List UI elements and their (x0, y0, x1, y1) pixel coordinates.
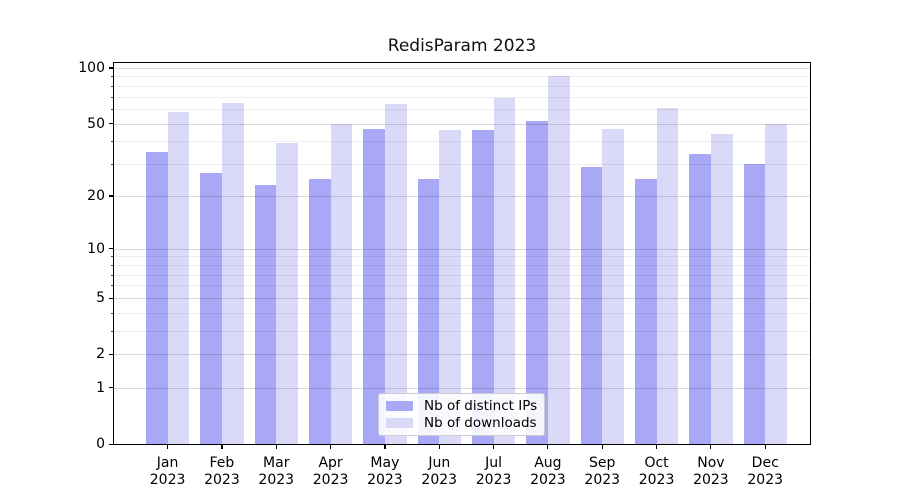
x-tick-label-aug: Aug 2023 (530, 455, 566, 488)
gridline-minor (114, 109, 810, 111)
y-minor-tick-6 (110, 285, 113, 287)
y-minor-tick-4 (110, 312, 113, 314)
x-tick-label-oct: Oct 2023 (638, 455, 675, 488)
y-minor-tick-60 (110, 109, 113, 111)
bar-distinct-ips-may (363, 128, 385, 444)
x-tick-label-nov: Nov 2023 (693, 455, 729, 488)
bar-downloads-dec (765, 123, 787, 444)
y-minor-tick-7 (110, 274, 113, 276)
x-tick-label-feb: Feb 2023 (204, 455, 240, 488)
y-tick-label-100: 100 (78, 59, 105, 76)
bar-distinct-ips-apr (308, 178, 331, 444)
bar-downloads-jan (167, 111, 190, 444)
y-minor-tick-30 (110, 164, 113, 166)
gridline-50 (114, 123, 810, 125)
x-tick-label-mar: Mar 2023 (258, 455, 295, 488)
x-tick-apr (329, 445, 332, 449)
bar-downloads-jul (493, 97, 516, 444)
bar-distinct-ips-mar (254, 185, 277, 444)
y-tick-0 (109, 443, 113, 445)
legend-entry-distinct-ips: Nb of distinct IPs (386, 399, 538, 413)
bar-distinct-ips-jul (471, 130, 494, 444)
gridline-minor (114, 96, 810, 98)
y-tick-label-10: 10 (87, 240, 105, 257)
bar-distinct-ips-jan (145, 152, 168, 444)
x-tick-oct (655, 445, 658, 449)
x-tick-label-jul: Jul 2023 (475, 455, 512, 488)
x-tick-nov (710, 445, 712, 449)
x-tick-label-jan: Jan 2023 (149, 455, 186, 488)
gridline-minor (114, 76, 810, 78)
gridline-100 (114, 67, 810, 69)
x-tick-sep (601, 445, 603, 449)
x-tick-jan (167, 445, 169, 449)
bar-downloads-mar (276, 143, 298, 444)
x-tick-jul (492, 445, 495, 449)
bar-distinct-ips-oct (634, 178, 657, 444)
legend: Nb of distinct IPs Nb of downloads (378, 393, 545, 436)
x-tick-aug (547, 445, 549, 449)
y-minor-tick-70 (110, 96, 113, 98)
y-tick-1 (109, 387, 113, 389)
y-tick-100 (109, 67, 113, 69)
legend-swatch-distinct-ips (386, 400, 413, 412)
y-tick-10 (109, 248, 113, 250)
y-minor-tick-9 (110, 256, 113, 258)
chart-title: RedisParam 2023 (387, 36, 537, 56)
bar-distinct-ips-dec (743, 164, 766, 444)
bar-downloads-jun (439, 130, 461, 444)
y-tick-label-0: 0 (96, 436, 105, 452)
x-tick-label-sep: Sep 2023 (584, 455, 621, 488)
x-tick-dec (764, 445, 766, 449)
plot-area (113, 62, 811, 445)
y-minor-tick-90 (110, 76, 113, 78)
bar-distinct-ips-jun (417, 178, 440, 444)
x-tick-feb (221, 445, 223, 449)
legend-swatch-downloads (386, 417, 413, 429)
y-tick-label-50: 50 (87, 115, 105, 132)
bar-distinct-ips-nov (689, 154, 711, 444)
x-tick-label-dec: Dec 2023 (747, 455, 784, 488)
x-tick-label-apr: Apr 2023 (312, 455, 349, 488)
y-tick-20 (109, 195, 113, 197)
y-minor-tick-8 (110, 264, 113, 266)
bar-downloads-aug (547, 76, 570, 444)
bar-distinct-ips-feb (200, 172, 222, 444)
bar-distinct-ips-aug (526, 120, 548, 444)
y-tick-50 (109, 123, 113, 125)
bar-downloads-sep (602, 128, 624, 444)
gridline-minor (114, 141, 810, 143)
y-tick-2 (109, 353, 113, 356)
bar-downloads-nov (710, 133, 733, 444)
x-tick-mar (275, 445, 277, 449)
x-tick-may (384, 445, 386, 449)
y-minor-tick-40 (110, 141, 113, 143)
bar-downloads-apr (330, 123, 353, 444)
legend-label-downloads: Nb of downloads (424, 415, 537, 431)
y-tick-label-2: 2 (96, 346, 105, 363)
y-tick-label-20: 20 (87, 187, 105, 204)
bar-downloads-may (384, 103, 407, 444)
bar-downloads-feb (221, 102, 244, 444)
y-minor-tick-80 (110, 85, 113, 87)
y-tick-label-1: 1 (96, 379, 105, 396)
x-tick-jun (438, 445, 440, 449)
legend-label-distinct-ips: Nb of distinct IPs (424, 398, 538, 414)
y-minor-tick-3 (110, 331, 113, 333)
x-tick-label-jun: Jun 2023 (421, 455, 458, 488)
gridline-minor (114, 85, 810, 87)
y-tick-label-5: 5 (96, 290, 105, 307)
legend-entry-downloads: Nb of downloads (386, 416, 538, 430)
y-tick-5 (109, 297, 113, 299)
bar-downloads-oct (656, 107, 679, 444)
x-tick-label-may: May 2023 (367, 455, 403, 488)
bar-distinct-ips-sep (580, 166, 603, 444)
